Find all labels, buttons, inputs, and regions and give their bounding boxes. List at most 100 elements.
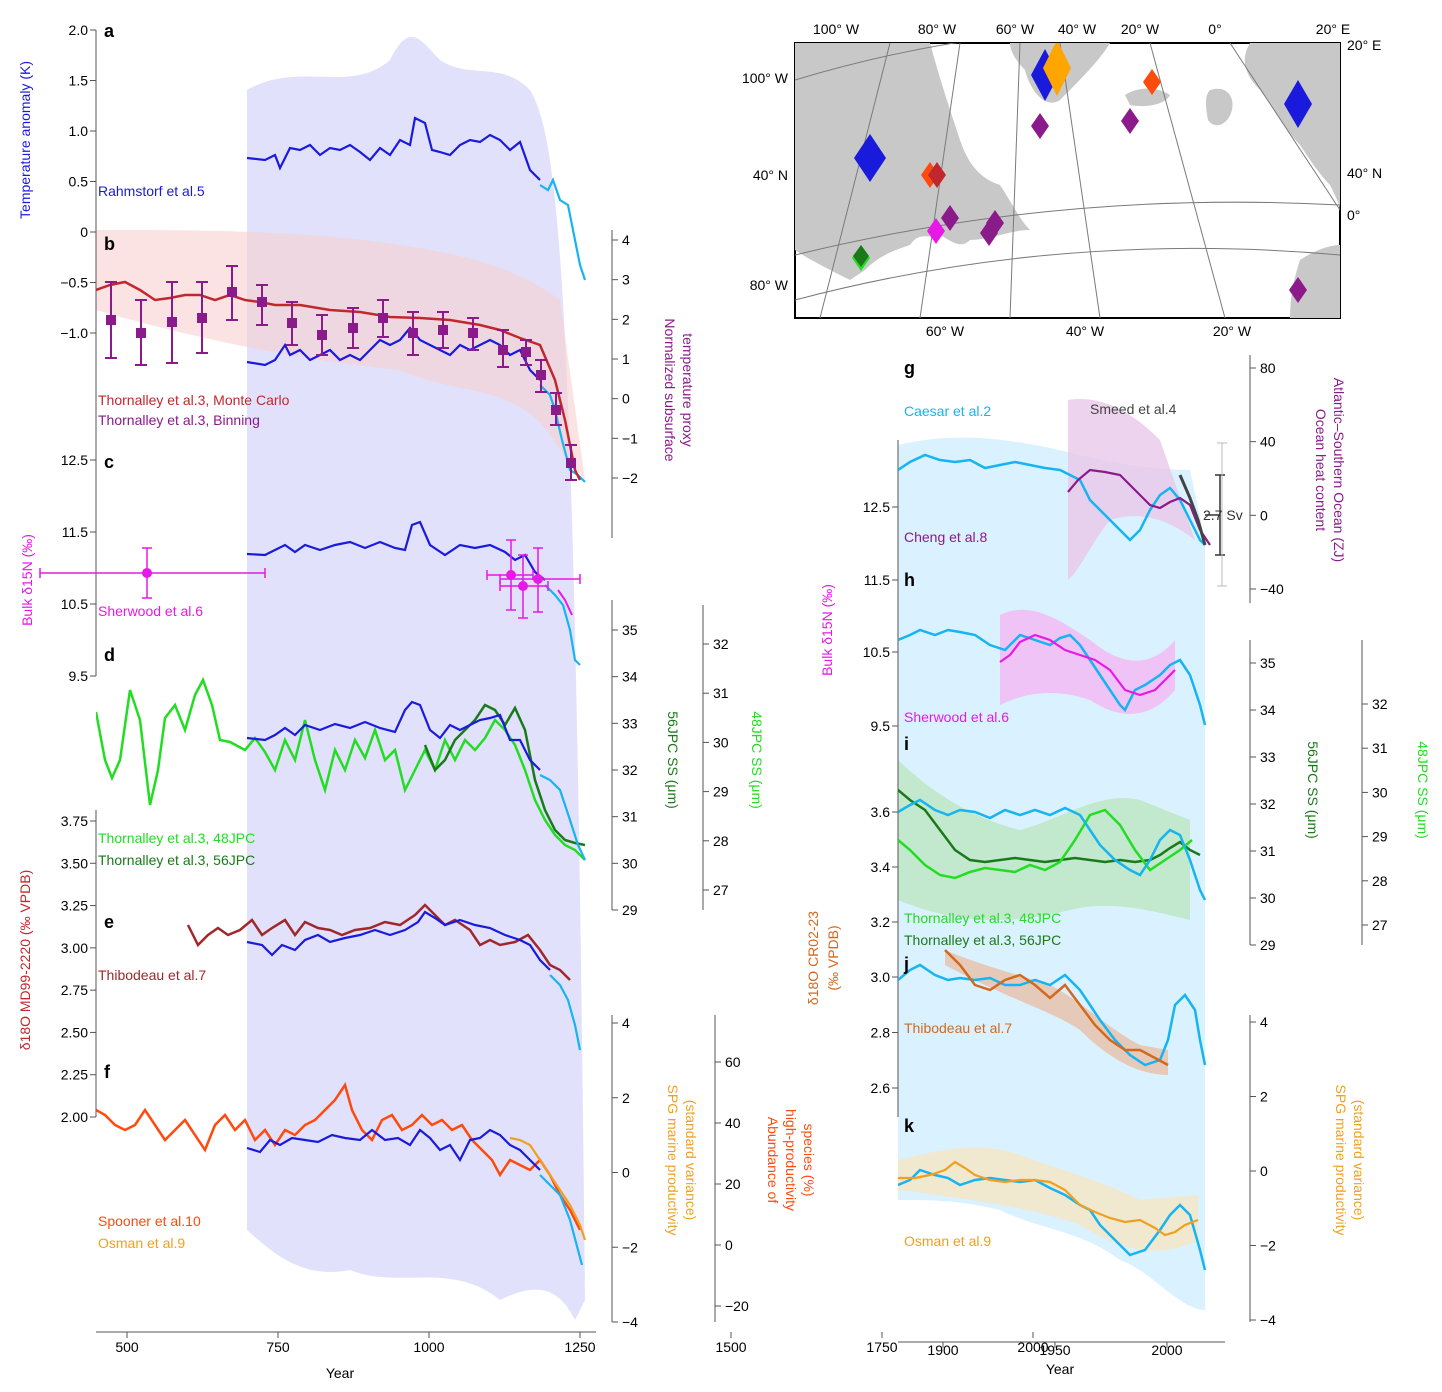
f-right1-axis-tick-label: −2 [622, 1239, 638, 1255]
j-axis-tick-label: 2.8 [871, 1025, 891, 1041]
map-left-label: 40° N [753, 167, 788, 183]
f-right1-axis-tick-label: 2 [622, 1090, 630, 1106]
f-right1-axis-tick-label: −4 [622, 1314, 638, 1330]
cheng-band [1068, 399, 1195, 580]
left-curves [96, 116, 587, 1266]
x-right-tick-label: 2000 [1151, 1342, 1182, 1358]
f-right1-label-2: (standard variance) [683, 1100, 699, 1221]
e-axis-tick-label: 3.25 [61, 898, 88, 914]
thibodeau-curve-right [944, 949, 1169, 1067]
map-bottom-label: 40° W [1066, 323, 1105, 339]
binning-point [551, 405, 561, 415]
map-top-label: 60° W [996, 21, 1035, 37]
k-axis-tick-label: 2 [1260, 1089, 1268, 1105]
panel-letter-h: h [904, 570, 915, 590]
x-right-tick-label: 1900 [927, 1342, 958, 1358]
left-tick-labels: 2.0 1.5 1.0 0.5 0 −0.5 −1.0 12.5 11.5 10.5 9.5 3.75… [60, 22, 1048, 1355]
legend-sv: 2.7 Sv [1203, 507, 1243, 523]
i-r1-axis-tick-label: 34 [1260, 702, 1276, 718]
a-axis-tick-label: 1.0 [69, 123, 89, 139]
f-right2-axis-tick-label: 0 [725, 1237, 733, 1253]
binning-point [536, 370, 546, 380]
c-axis-tick-label: 9.5 [69, 668, 89, 684]
g-axis-tick-label: 11.5 [864, 572, 890, 588]
x-right-tick-label: 1950 [1039, 1342, 1070, 1358]
caesar-curve-h [898, 628, 1207, 726]
d-right1-axis-tick-label: 32 [622, 762, 638, 778]
d-right2-axis-tick-label: 30 [713, 734, 729, 750]
sherwood-point [506, 570, 516, 580]
map-top-label: 0° [1208, 21, 1221, 37]
f-right1-axis-tick-label: 0 [622, 1165, 630, 1181]
x-left-tick-label: 500 [115, 1339, 139, 1355]
thornalley-48-curve [96, 676, 586, 861]
i-r1-label: 56JPC SS (μm) [1305, 741, 1321, 839]
sherwood-point [533, 574, 543, 584]
map-left-label: 80° W [750, 277, 789, 293]
legend-thibodeau-right: Thibodeau et al.7 [904, 1020, 1012, 1036]
caesar-curve-g [898, 453, 1206, 546]
map-marker-osman [1043, 43, 1071, 96]
i-r2-label: 48JPC SS (μm) [1415, 741, 1431, 839]
f-right2-axis-tick-label: 20 [725, 1176, 741, 1192]
thornalley-mc-band [96, 230, 585, 480]
d-right2-axis-tick-label: 28 [713, 833, 729, 849]
map-markers [852, 43, 1312, 303]
legend-sherwood: Sherwood et al.6 [98, 603, 203, 619]
map-right-label: 20° E [1347, 37, 1381, 53]
map-marker-purple [1121, 108, 1139, 134]
a-axis-tick-label: 0 [80, 224, 88, 240]
f-right2-label-3: species (%) [801, 1123, 817, 1196]
map-marker-sherwood [927, 218, 945, 244]
d-right2-axis-tick-label: 29 [713, 784, 729, 800]
caesar-curve-c [544, 584, 581, 666]
a-y-label: Temperature anomaly (K) [17, 61, 33, 219]
b-right-axis-tick-label: −2 [622, 470, 638, 486]
a-axis-tick-label: −0.5 [60, 275, 88, 291]
map-marker-purple [980, 220, 998, 246]
legend-thibodeau: Thibodeau et al.7 [98, 967, 206, 983]
f-right2-label-1: Abundance of [765, 1117, 781, 1204]
e-axis-tick-label: 2.00 [61, 1109, 88, 1125]
d-right1-axis-tick-label: 29 [622, 902, 638, 918]
legend-spooner: Spooner et al.10 [98, 1213, 201, 1229]
legend-rahmstorf: Rahmstorf et al.5 [98, 183, 205, 199]
rahmstorf-curve-a [246, 116, 541, 181]
i-r1-axis-tick-label: 35 [1260, 655, 1276, 671]
x-left-tick-label: 750 [266, 1339, 290, 1355]
map-right-label: 40° N [1347, 165, 1382, 181]
e-axis-tick-label: 2.50 [61, 1024, 88, 1040]
map-top-label: 40° W [1058, 21, 1097, 37]
panel-letter-c: c [104, 452, 114, 472]
binning-point [438, 325, 448, 335]
sherwood-point [518, 581, 528, 591]
f-right1-label-1: SPG marine productivity [665, 1085, 681, 1236]
j-axis-tick-label: 3.0 [871, 969, 891, 985]
k-label-2: (standard variance) [1351, 1100, 1367, 1221]
b-right-axis-tick-label: −1 [622, 430, 638, 446]
x-left-tick-label: 1000 [413, 1339, 444, 1355]
left-column: 2.0 1.5 1.0 0.5 0 −0.5 −1.0 12.5 11.5 10.5 9.5 3.75… [17, 21, 1049, 1381]
land-europe [1244, 43, 1340, 210]
j-axis-tick-label: 2.6 [871, 1080, 891, 1096]
binning-point [566, 458, 576, 468]
a-axis-tick-label: 1.5 [69, 73, 89, 89]
binning-point [257, 297, 267, 307]
i-r2-axis-tick-label: 27 [1372, 917, 1388, 933]
legend-caesar: Caesar et al.2 [904, 403, 991, 419]
i-r1-axis-tick-label: 33 [1260, 749, 1276, 765]
b-right-axis-tick-label: 1 [622, 351, 630, 367]
rahmstorf-curve-f [246, 1128, 541, 1171]
map-top-label: 20° E [1316, 21, 1350, 37]
x-label-left: Year [326, 1365, 355, 1381]
map-left-label: 100° W [742, 70, 789, 86]
i-r1-axis-tick-label: 30 [1260, 890, 1276, 906]
legend-thornalley-48: Thornalley et al.3, 48JPC [98, 830, 255, 846]
rahmstorf-curve-b [246, 326, 541, 381]
i-axis-tick-label: 3.2 [871, 914, 891, 930]
binning-point [167, 317, 177, 327]
panel-letter-i: i [904, 734, 909, 754]
x-label-right: Year [1046, 1361, 1075, 1377]
rahmstorf-uncertainty-band [247, 36, 585, 1320]
